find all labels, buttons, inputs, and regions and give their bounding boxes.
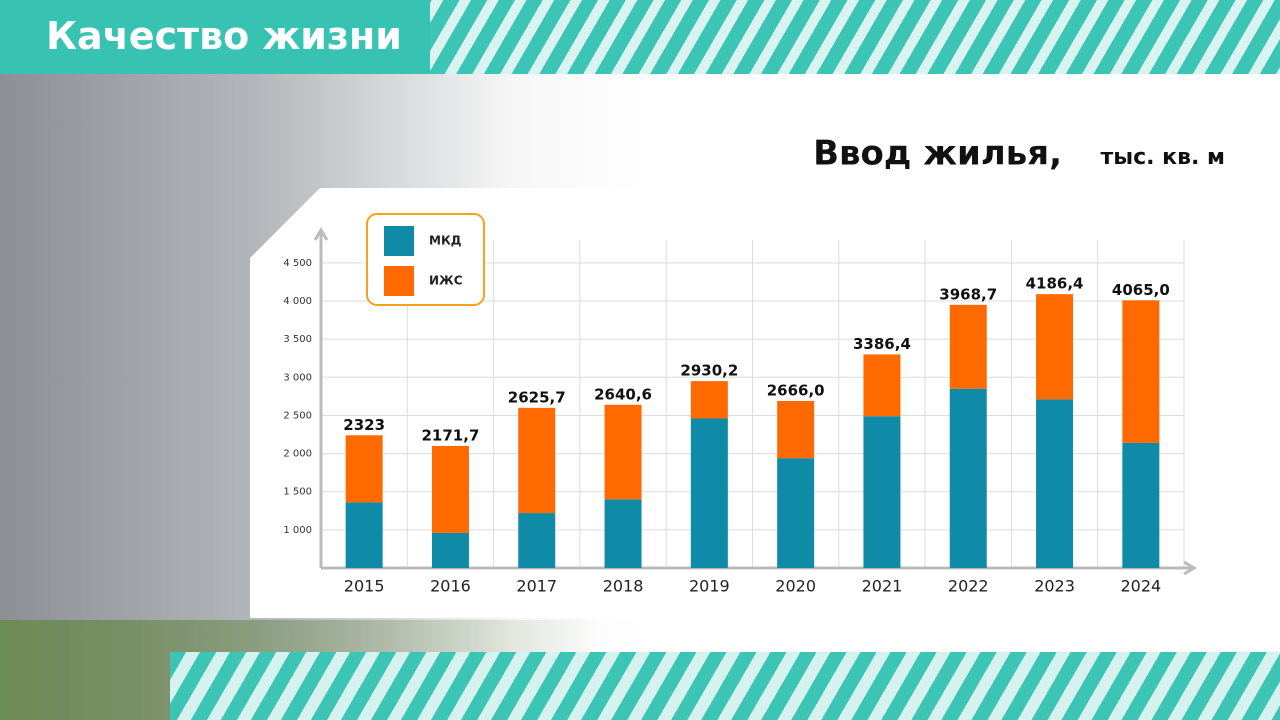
- bar-segment: [345, 502, 383, 568]
- total-label: 3386,4: [853, 335, 911, 353]
- bar-segment: [604, 499, 642, 568]
- x-tick-label: 2017: [516, 577, 557, 596]
- total-label: 2666,0: [767, 381, 825, 399]
- footer-stripes: [170, 652, 1280, 720]
- bar-segment: [604, 404, 642, 500]
- header-box: Качество жизни: [0, 0, 430, 74]
- x-tick-label: 2018: [603, 577, 644, 596]
- bar-segment: [518, 513, 556, 568]
- y-tick-label: 2 500: [283, 410, 312, 421]
- chart-subtitle: тыс. кв. м: [1100, 145, 1225, 170]
- x-tick-label: 2024: [1120, 577, 1161, 596]
- y-tick-label: 4 500: [283, 258, 312, 269]
- bar-segment: [345, 435, 383, 503]
- legend-swatch: [384, 226, 414, 256]
- bar-segment: [1036, 399, 1074, 568]
- legend-label: МКД: [429, 234, 461, 248]
- total-label: 2930,2: [680, 362, 738, 380]
- y-tick-label: 4 000: [283, 296, 312, 307]
- y-tick-label: 3 500: [283, 334, 312, 345]
- total-label: 4065,0: [1112, 281, 1170, 299]
- bar-segment: [777, 458, 815, 568]
- legend-swatch: [384, 266, 414, 296]
- y-tick-label: 3 000: [283, 372, 312, 383]
- total-label: 2625,7: [508, 388, 566, 406]
- chart-title: Ввод жилья,: [813, 134, 1062, 174]
- bar-segment: [1122, 442, 1160, 568]
- bar-segment: [431, 532, 469, 568]
- total-label: 4186,4: [1026, 275, 1084, 293]
- bar-segment: [949, 388, 987, 568]
- y-tick-label: 1 000: [283, 525, 312, 536]
- total-label: 2640,6: [594, 385, 652, 403]
- bar-segment: [690, 418, 728, 568]
- y-tick-label: 1 500: [283, 487, 312, 498]
- total-label: 2171,7: [422, 426, 480, 444]
- x-tick-label: 2015: [344, 577, 385, 596]
- bar-segment: [863, 416, 901, 568]
- legend-label: ИЖС: [429, 274, 463, 288]
- x-tick-label: 2023: [1034, 577, 1075, 596]
- bar-segment: [949, 304, 987, 389]
- y-tick-label: 2 000: [283, 449, 312, 460]
- page-title: Качество жизни: [46, 14, 402, 58]
- total-label: 3968,7: [939, 285, 997, 303]
- bar-segment: [777, 400, 815, 459]
- x-tick-label: 2021: [862, 577, 903, 596]
- bar-segment: [1036, 294, 1074, 400]
- bar-segment: [690, 381, 728, 419]
- x-tick-label: 2020: [775, 577, 816, 596]
- x-tick-label: 2019: [689, 577, 730, 596]
- x-tick-label: 2022: [948, 577, 989, 596]
- total-label: 2323: [343, 416, 385, 434]
- bar-segment: [518, 407, 556, 514]
- x-axis-arrow: [1183, 560, 1197, 576]
- bar-segment: [431, 445, 469, 533]
- bar-segment: [1122, 300, 1160, 443]
- bar-segment: [863, 354, 901, 417]
- y-axis-arrow: [313, 227, 329, 241]
- x-tick-label: 2016: [430, 577, 471, 596]
